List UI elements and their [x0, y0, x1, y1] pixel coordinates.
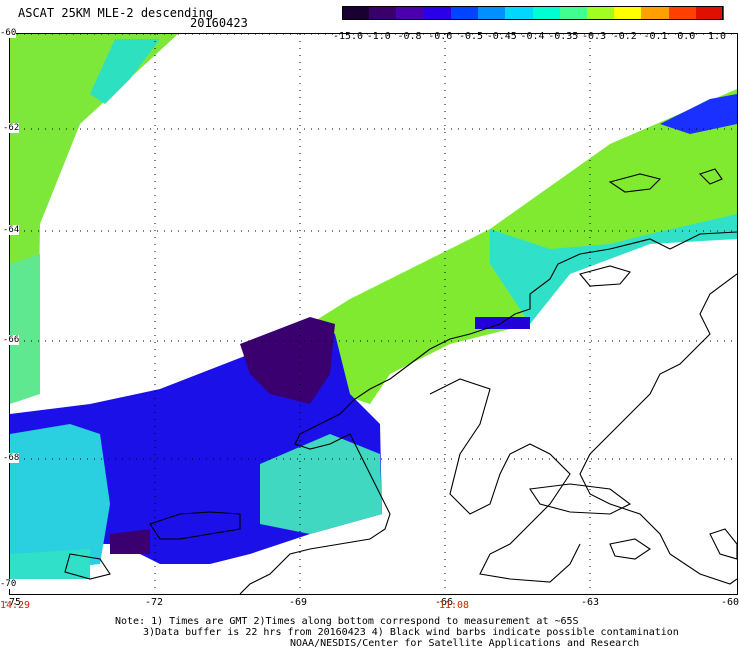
lon-label-66: -66: [434, 597, 454, 608]
colorbar-segment: [586, 6, 616, 20]
island-8: [149, 511, 241, 540]
colorbar-segment: [505, 6, 534, 20]
lon-label-63: -63: [580, 597, 600, 608]
lat-label-70: -70: [0, 579, 17, 589]
island-6: [709, 528, 737, 560]
map-canvas: [10, 34, 737, 594]
colorbar-tick-label: -0.1: [643, 31, 668, 42]
swath-left-cyan: [90, 39, 160, 104]
lon-label-72: -72: [144, 597, 164, 608]
island-3: [698, 168, 723, 185]
island-2: [608, 173, 662, 193]
coastline-east: [579, 273, 737, 585]
swath-band-green: [240, 89, 737, 404]
colorbar: -15.0 -1.0 -0.8 -0.6 -0.5 -0.45 -0.4 -0.35 -0.3-…: [333, 6, 726, 42]
swath-left-green: [10, 34, 178, 394]
lon-label-69: -69: [288, 597, 308, 608]
colorbar-segment: [369, 6, 398, 20]
colorbar-tick-label: -0.3: [581, 31, 607, 42]
island-1: [529, 483, 632, 515]
colorbar-tick-label: 1.0: [707, 31, 727, 42]
colorbar-tick-label: -15.0: [332, 31, 364, 42]
coastline-peninsula: [239, 231, 737, 594]
swath-lower-purple: [240, 317, 335, 404]
colorbar-tick-label: -0.45: [486, 31, 517, 42]
colorbar-segment: [532, 6, 561, 20]
time-label-start: 14:29: [0, 600, 31, 611]
swath-lower-edge: [10, 549, 90, 579]
colorbar-tick-label: -0.8: [397, 31, 422, 42]
coastline-islands: [429, 378, 581, 583]
swath-band-cyan: [490, 214, 737, 324]
note-line-3: NOAA/NESDIS/Center for Satellite Applica…: [290, 638, 640, 649]
swath-lower-purple-small: [110, 529, 150, 554]
island-7: [64, 553, 111, 580]
colorbar-segment: [695, 6, 724, 20]
lon-label-75: -75: [2, 597, 22, 608]
colorbar-segment: [342, 6, 371, 20]
colorbar-segment: [668, 6, 697, 20]
island-4: [579, 265, 631, 287]
lat-label-60: -60: [0, 28, 17, 38]
map-panel: [9, 33, 738, 595]
swath-band-blue: [660, 94, 737, 134]
colorbar-tick-label: 0.0: [677, 31, 696, 42]
colorbar-segment: [396, 6, 425, 20]
colorbar-tick-label: -0.35: [548, 31, 579, 42]
colorbar-tick-label: -1.0: [366, 31, 391, 42]
swath-left-teal: [10, 254, 40, 404]
note-line-1: Note: 1) Times are GMT 2)Times along bot…: [115, 616, 579, 627]
colorbar-tick-label: -0.5: [458, 31, 484, 42]
colorbar-segment: [614, 6, 643, 20]
chart-title: ASCAT 25KM MLE-2 descending: [18, 6, 214, 20]
lat-label-68: -68: [3, 453, 20, 463]
colorbar-segment: [559, 6, 588, 20]
colorbar-segment: [478, 6, 507, 20]
swath-band-blue2: [475, 317, 530, 329]
time-label-mid: 11:08: [438, 600, 470, 611]
colorbar-tick-label: -0.4: [520, 31, 545, 42]
island-5: [609, 538, 651, 560]
lat-label-64: -64: [3, 225, 20, 235]
colorbar-tick-label: -0.6: [428, 31, 453, 42]
chart-date: 20160423: [190, 16, 248, 30]
colorbar-segment: [423, 6, 452, 20]
swath-lower-cyan-left: [10, 424, 110, 574]
colorbar-segment: [450, 6, 480, 20]
colorbar-segment: [641, 6, 670, 20]
note-line-2: 3)Data buffer is 22 hrs from 20160423 4)…: [143, 627, 679, 638]
colorbar-tick-label: -0.2: [612, 31, 637, 42]
lat-label-66: -66: [3, 335, 20, 345]
lat-label-62: -62: [3, 123, 20, 133]
lon-label-60: -60: [720, 597, 740, 608]
